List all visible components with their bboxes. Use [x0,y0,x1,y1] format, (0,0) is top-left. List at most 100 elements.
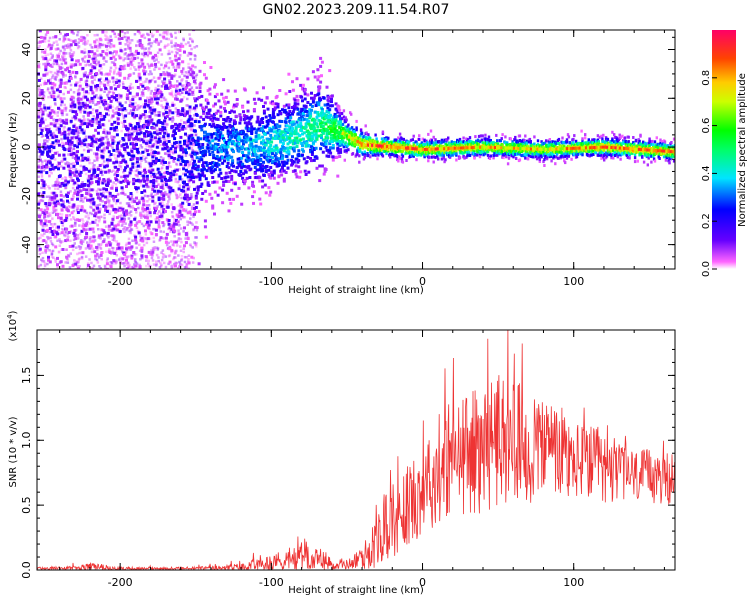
heatmap-cell [75,113,79,116]
heatmap-cell [177,57,181,61]
heatmap-cell [140,191,144,194]
heatmap-cell [184,232,188,235]
heatmap-cell [191,148,194,152]
heatmap-cell [80,50,84,54]
heatmap-cell [101,304,104,307]
heatmap-cell [251,180,255,184]
heatmap-cell [122,143,126,147]
heatmap-cell [87,156,90,159]
heatmap-cell [154,123,158,127]
heatmap-cell [56,256,59,260]
heatmap-cell [103,231,107,235]
heatmap-cell [37,181,40,185]
heatmap-cell [162,112,166,116]
heatmap-cell [39,35,43,39]
heatmap-cell [160,274,163,277]
heatmap-cell [274,157,278,161]
heatmap-cell [51,184,55,188]
heatmap-cell [74,74,77,78]
heatmap-cell [136,150,140,154]
heatmap-cell [130,39,134,42]
heatmap-cell [108,179,112,183]
heatmap-cell [50,143,53,146]
heatmap-cell [174,107,178,110]
heatmap-cell [231,129,235,133]
heatmap-cell [232,169,236,173]
heatmap-cell [126,182,130,186]
heatmap-cell [164,15,167,18]
heatmap-cell [93,152,96,155]
heatmap-cell [127,43,131,47]
heatmap-cell [184,85,188,89]
heatmap-cell [143,134,147,138]
heatmap-cell [86,9,89,12]
heatmap-cell [52,11,55,14]
heatmap-cell [185,266,189,269]
heatmap-cell [49,52,53,55]
heatmap-cell [178,260,181,264]
heatmap-cell [188,143,191,146]
heatmap-cell [64,183,68,187]
heatmap-cell [67,231,71,234]
heatmap-cell [69,252,72,255]
heatmap-cell [179,46,182,50]
heatmap-cell [190,133,194,137]
heatmap-cell [257,156,261,159]
heatmap-cell [115,240,118,243]
heatmap-cell [273,137,277,140]
heatmap-cell [155,176,159,180]
heatmap-cell [65,148,69,151]
heatmap-cell [73,191,77,195]
heatmap-cell [46,262,49,266]
heatmap-cell [219,110,223,114]
heatmap-cell [148,66,151,69]
heatmap-cell [139,156,143,160]
heatmap-cell [174,219,178,222]
heatmap-cell [217,129,221,133]
heatmap-cell [161,159,165,163]
heatmap-cell [162,237,165,240]
heatmap-cell [182,172,185,176]
heatmap-cell [125,263,129,266]
heatmap-cell [75,154,79,158]
heatmap-cell [70,30,74,34]
heatmap-cell [204,105,208,109]
heatmap-cell [190,38,193,41]
heatmap-cell [126,9,129,12]
heatmap-cell [88,227,92,231]
heatmap-cell [112,44,116,48]
heatmap-cell [185,121,188,124]
heatmap-cell [59,78,63,82]
heatmap-cell [138,263,141,267]
heatmap-cell [100,179,103,182]
heatmap-cell [172,133,176,137]
heatmap-cell [154,159,158,163]
heatmap-cell [183,142,186,146]
heatmap-cell [84,60,87,64]
heatmap-cell [193,187,196,191]
heatmap-cell [119,180,123,184]
heatmap-cell [271,152,274,156]
heatmap-cell [88,247,91,250]
heatmap-cell [151,138,154,141]
heatmap-cell [260,153,264,157]
heatmap-cell [38,40,42,44]
heatmap-cell [183,244,186,248]
heatmap-cell [145,180,148,183]
heatmap-cell [114,250,118,253]
heatmap-cell [154,201,157,205]
heatmap-cell [121,67,125,71]
heatmap-cell [86,179,90,183]
heatmap-cell [97,120,101,124]
heatmap-cell [176,92,180,96]
heatmap-cell [125,162,128,166]
heatmap-cell [162,82,166,86]
heatmap-cell [103,23,106,26]
heatmap-cell [179,193,182,196]
heatmap-cell [164,31,167,35]
heatmap-cell [191,69,194,73]
heatmap-cell [154,80,157,83]
heatmap-cell [226,175,230,179]
heatmap-cell [129,158,133,162]
heatmap-cell [230,188,234,192]
